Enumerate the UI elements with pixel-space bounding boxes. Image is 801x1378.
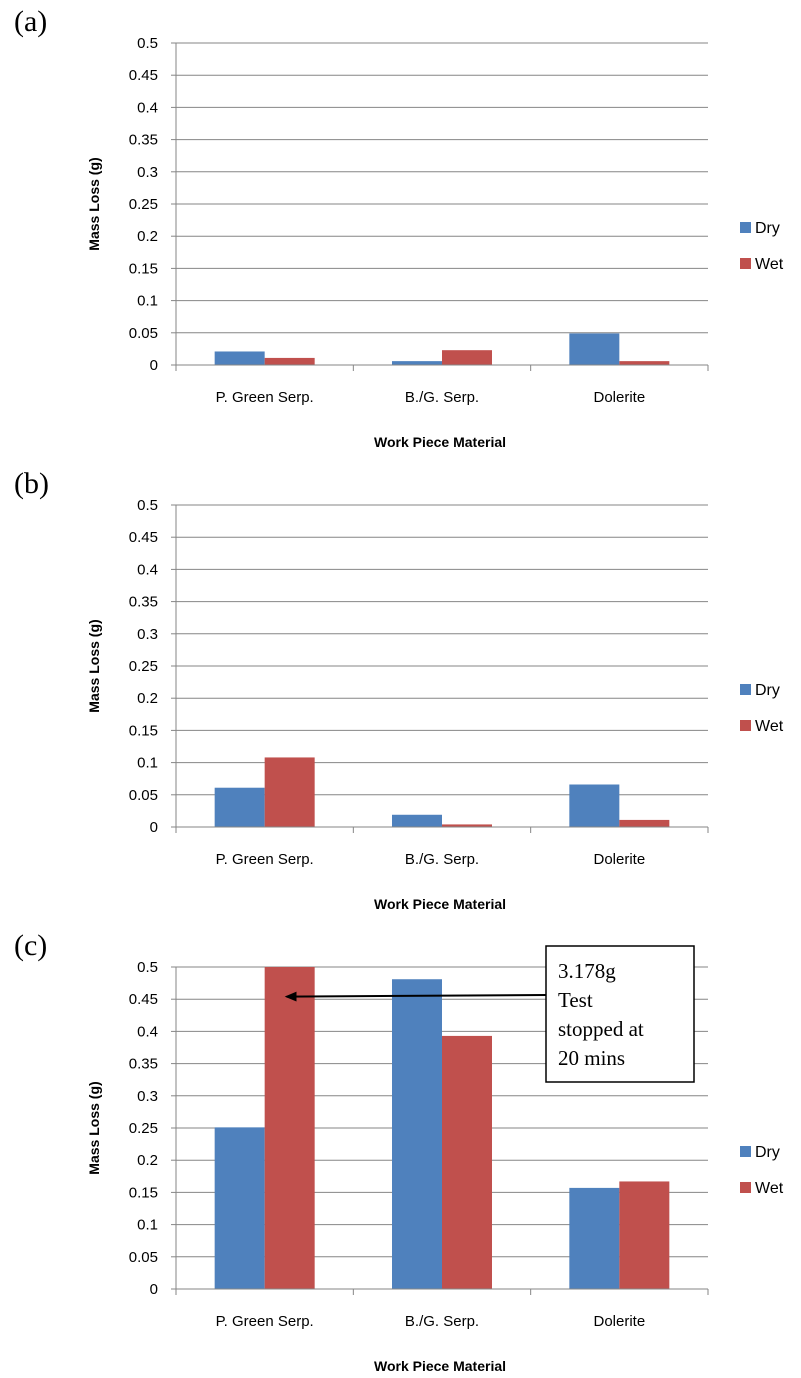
x-axis-title: Work Piece Material xyxy=(374,896,506,912)
annotation-line: 20 mins xyxy=(558,1046,625,1070)
legend-label-dry: Dry xyxy=(755,220,780,237)
y-tick-label: 0.5 xyxy=(137,35,158,52)
annotation-line: stopped at xyxy=(558,1017,644,1041)
bar-wet-2 xyxy=(442,824,492,827)
y-tick-label: 0.25 xyxy=(129,658,158,675)
y-tick-label: 0 xyxy=(150,819,158,836)
x-category-label: Dolerite xyxy=(593,389,645,406)
y-tick-label: 0.1 xyxy=(137,293,158,310)
y-tick-label: 0.1 xyxy=(137,1217,158,1234)
bar-wet-1 xyxy=(264,757,315,827)
bar-wet-2 xyxy=(442,1035,492,1289)
bar-wet-1 xyxy=(264,357,315,365)
x-category-label: Dolerite xyxy=(593,851,645,868)
y-tick-label: 0.35 xyxy=(129,132,158,149)
bar-wet-3 xyxy=(619,361,670,365)
x-category-label: B./G. Serp. xyxy=(405,389,479,406)
legend-label-wet: Wet xyxy=(755,718,784,735)
y-tick-label: 0.4 xyxy=(137,99,158,116)
y-axis-title: Mass Loss (g) xyxy=(86,157,102,250)
bar-dry-3 xyxy=(569,1187,620,1289)
x-category-label: P. Green Serp. xyxy=(216,389,314,406)
y-tick-label: 0 xyxy=(150,1281,158,1298)
panel-label: (b) xyxy=(14,467,49,500)
bar-dry-2 xyxy=(392,361,442,365)
chart-panel-c: (c) 0 0.05 0.1 0.15 0.2 0.25 0.3 0.35 0.4 0.45 0.5 P… xyxy=(14,929,784,1374)
bar-dry-2 xyxy=(392,814,442,827)
bar-wet-3 xyxy=(619,1181,670,1289)
bar-dry-3 xyxy=(569,784,620,827)
panel-label: (a) xyxy=(14,5,47,38)
legend-swatch-wet xyxy=(740,1182,751,1193)
legend-label-dry: Dry xyxy=(755,1144,780,1161)
y-tick-label: 0.25 xyxy=(129,196,158,213)
x-axis-title: Work Piece Material xyxy=(374,434,506,450)
panel-label: (c) xyxy=(14,929,47,962)
y-tick-label: 0.35 xyxy=(129,594,158,611)
y-tick-label: 0.4 xyxy=(137,561,158,578)
y-tick-label: 0.2 xyxy=(137,690,158,707)
x-category-label: P. Green Serp. xyxy=(216,1313,314,1330)
y-tick-label: 0.15 xyxy=(129,1184,158,1201)
y-axis-title: Mass Loss (g) xyxy=(86,619,102,712)
y-tick-label: 0.45 xyxy=(129,991,158,1008)
bar-dry-2 xyxy=(392,979,442,1289)
y-tick-label: 0.25 xyxy=(129,1120,158,1137)
legend-swatch-dry xyxy=(740,1146,751,1157)
annotation-line: Test xyxy=(558,988,593,1012)
legend-swatch-wet xyxy=(740,720,751,731)
x-category-label: B./G. Serp. xyxy=(405,1313,479,1330)
legend-swatch-wet xyxy=(740,258,751,269)
x-category-label: Dolerite xyxy=(593,1313,645,1330)
y-tick-label: 0.5 xyxy=(137,497,158,514)
y-tick-label: 0.3 xyxy=(137,164,158,181)
y-tick-label: 0.15 xyxy=(129,722,158,739)
y-tick-label: 0.05 xyxy=(129,325,158,342)
chart-panel-b: (b) 0 0.05 0.1 0.15 0.2 0.25 0.3 0.35 0.4 0.45 0.5 P… xyxy=(14,467,784,912)
x-category-label: B./G. Serp. xyxy=(405,851,479,868)
y-tick-label: 0.05 xyxy=(129,787,158,804)
x-category-label: P. Green Serp. xyxy=(216,851,314,868)
y-tick-label: 0.35 xyxy=(129,1056,158,1073)
legend-label-wet: Wet xyxy=(755,1180,784,1197)
y-tick-label: 0.3 xyxy=(137,1088,158,1105)
bar-dry-1 xyxy=(214,787,265,827)
y-tick-label: 0.5 xyxy=(137,959,158,976)
y-tick-label: 0.2 xyxy=(137,1152,158,1169)
legend-swatch-dry xyxy=(740,222,751,233)
x-axis-title: Work Piece Material xyxy=(374,1358,506,1374)
y-tick-label: 0.1 xyxy=(137,755,158,772)
legend-label-wet: Wet xyxy=(755,256,784,273)
annotation-line: 3.178g xyxy=(558,959,616,983)
chart-panel-a: (a) 0 0.05 0.1 0.15 0.2 0.25 0.3 0.35 0.4 0.45 0.5 P… xyxy=(14,5,784,450)
y-tick-label: 0.45 xyxy=(129,529,158,546)
y-tick-label: 0.05 xyxy=(129,1249,158,1266)
bar-wet-3 xyxy=(619,819,670,827)
y-tick-label: 0.4 xyxy=(137,1023,158,1040)
y-tick-label: 0.2 xyxy=(137,228,158,245)
bar-dry-1 xyxy=(214,1127,265,1289)
annotation-box xyxy=(545,945,695,1083)
y-axis-title: Mass Loss (g) xyxy=(86,1081,102,1174)
bar-dry-3 xyxy=(569,333,620,365)
y-tick-label: 0 xyxy=(150,357,158,374)
bar-wet-1 xyxy=(264,967,315,1289)
bar-wet-2 xyxy=(442,350,492,365)
y-tick-label: 0.15 xyxy=(129,260,158,277)
y-tick-label: 0.3 xyxy=(137,626,158,643)
legend-swatch-dry xyxy=(740,684,751,695)
legend-label-dry: Dry xyxy=(755,682,780,699)
y-tick-label: 0.45 xyxy=(129,67,158,84)
annotation-arrow xyxy=(284,991,547,1002)
bar-dry-1 xyxy=(214,351,265,365)
